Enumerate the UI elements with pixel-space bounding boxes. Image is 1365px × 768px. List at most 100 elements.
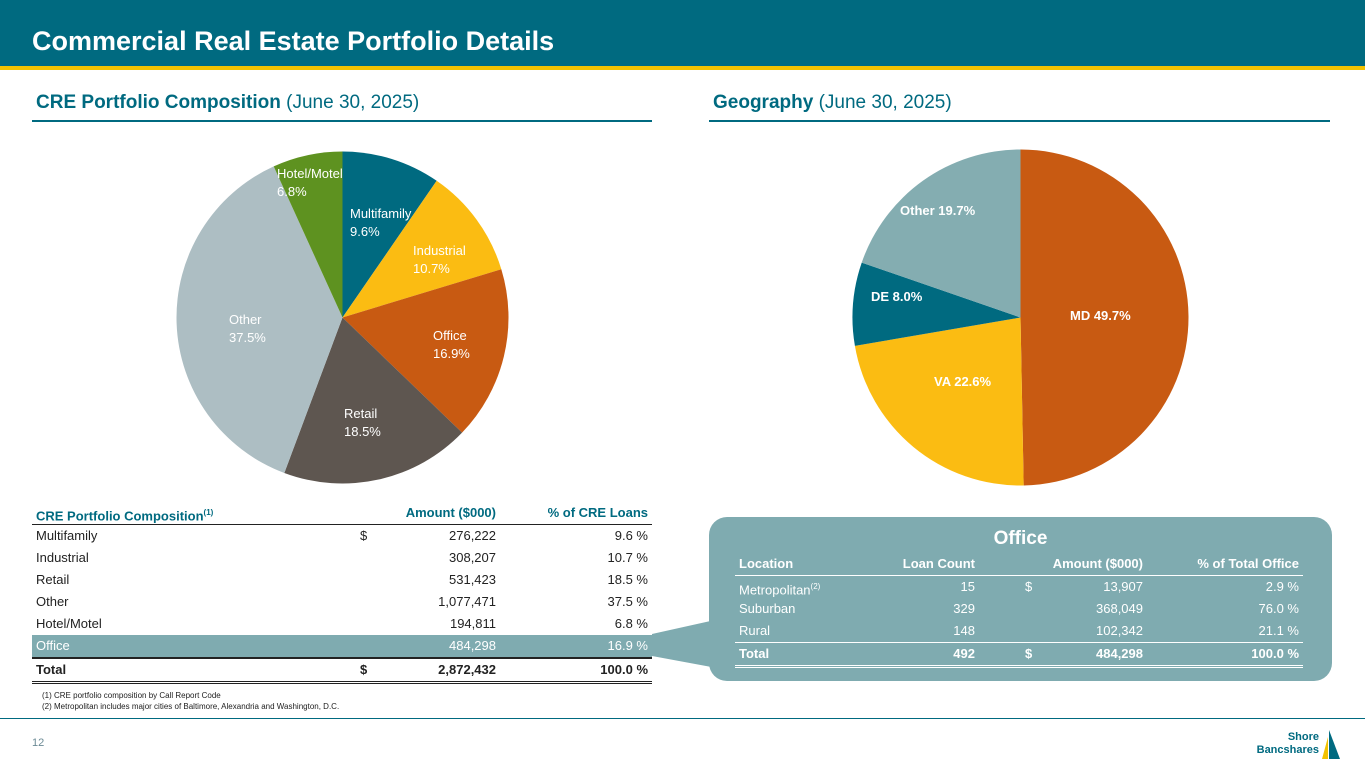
section-title-cre: CRE Portfolio Composition (June 30, 2025… [36,91,419,115]
office-total-currency: $ [1025,646,1033,661]
pie-value-hotel-motel: 6.8% [277,184,307,199]
geo-slice-de [852,262,1021,346]
office-row-name: Metropolitan(2) [739,576,820,601]
row-name: Hotel/Motel [36,616,102,631]
row-pct: 18.5 % [607,572,648,587]
logo-line-1: Shore [1287,731,1319,743]
office-table: Location Loan Count Amount ($000) % of T… [735,553,1303,668]
table-row-highlighted: Office 484,298 16.9 % [32,635,652,657]
footer-rule [0,718,1365,719]
office-header-location: Location [739,556,794,571]
cre-slice-office [342,269,509,433]
office-table-row: Metropolitan(2) 15 $ 13,907 2.9 % [735,576,1303,598]
header-pct: % of CRE Loans [547,505,648,520]
office-total-pct: 100.0 % [1251,646,1299,661]
office-row-count: 329 [953,601,975,616]
office-row-count: 148 [953,623,975,638]
office-header-pct: % of Total Office [1197,556,1299,571]
pie-label-industrial: Industrial [413,243,466,258]
footnote-1: (1) CRE portfolio composition by Call Re… [42,691,221,700]
logo-line-2: Bancshares [1256,744,1319,756]
sail-icon [1322,730,1340,759]
geography-pie-chart: MD 49.7% VA 22.6% DE 8.0% Other 19.7% [852,149,1189,486]
row-amount: 276,222 [449,528,496,543]
office-table-row: Rural 148 102,342 21.1 % [735,620,1303,642]
geo-slice-md [1020,149,1189,486]
cre-composition-table: CRE Portfolio Composition(1) Amount ($00… [32,502,652,684]
table-header-row: CRE Portfolio Composition(1) Amount ($00… [32,502,652,525]
table-total-row: Total $ 2,872,432 100.0 % [32,657,652,684]
header-stripe [0,66,1365,70]
table-row: Retail 531,423 18.5 % [32,569,652,591]
office-row-amount: 102,342 [1096,623,1143,638]
total-currency: $ [360,662,368,677]
office-row-currency: $ [1025,579,1033,594]
pie-value-other: 37.5% [229,330,266,345]
office-total-amount: 484,298 [1096,646,1143,661]
cre-slice-hotel-motel [273,151,343,318]
geo-slice-other [861,149,1021,318]
header-bar [0,0,1365,66]
office-header-row: Location Loan Count Amount ($000) % of T… [735,553,1303,576]
pie-value-industrial: 10.7% [413,261,450,276]
office-header-amount: Amount ($000) [1052,556,1143,571]
section-rule-right [709,120,1330,122]
pie-label-va: VA 22.6% [934,374,992,389]
office-row-amount: 368,049 [1096,601,1143,616]
row-pct: 6.8 % [614,616,648,631]
office-callout-box: Office Location Loan Count Amount ($000)… [709,517,1332,681]
office-row-name-text: Metropolitan [739,582,811,598]
row-name: Office [36,638,70,653]
office-row-pct: 21.1 % [1258,623,1299,638]
row-currency: $ [360,528,368,543]
header-category-label: CRE Portfolio Composition [36,508,204,524]
section-title-cre-date: (June 30, 2025) [280,92,420,113]
header-amount: Amount ($000) [405,505,496,520]
office-header-count: Loan Count [902,556,975,571]
pie-label-md: MD 49.7% [1070,308,1131,323]
office-total-name: Total [739,646,770,661]
row-name: Other [36,594,69,609]
section-title-geography-bold: Geography [713,92,814,113]
pie-value-multifamily: 9.6% [350,224,380,239]
office-row-amount: 13,907 [1103,579,1143,594]
office-row-pct: 76.0 % [1258,601,1299,616]
row-pct: 37.5 % [607,594,648,609]
section-title-cre-bold: CRE Portfolio Composition [36,92,281,113]
office-total-count: 492 [953,646,975,661]
row-name: Multifamily [36,528,98,543]
pie-value-retail: 18.5% [344,424,381,439]
geo-slice-va [854,317,1024,486]
section-title-geography: Geography (June 30, 2025) [713,91,952,115]
cre-composition-pie-chart: Multifamily 9.6% Industrial 10.7% Office… [176,151,509,484]
office-row-count: 15 [960,579,975,594]
pie-label-geo-other: Other 19.7% [900,203,976,218]
row-amount: 531,423 [449,572,496,587]
row-amount: 1,077,471 [438,594,496,609]
total-pct: 100.0 % [600,662,648,677]
pie-label-multifamily: Multifamily [350,206,412,221]
row-amount: 308,207 [449,550,496,565]
row-pct: 10.7 % [607,550,648,565]
table-row: Multifamily $ 276,222 9.6 % [32,525,652,547]
footnote-2: (2) Metropolitan includes major cities o… [42,702,340,711]
logo-text: Shore Bancshares [1255,731,1319,757]
row-amount: 484,298 [449,638,496,653]
office-row-name: Rural [739,623,771,638]
pie-value-office: 16.9% [433,346,470,361]
row-name: Retail [36,572,70,587]
pie-label-hotel-motel: Hotel/Motel [277,166,343,181]
page-number: 12 [32,737,45,749]
page-title: Commercial Real Estate Portfolio Details [32,26,555,56]
office-title: Office [993,528,1048,549]
row-pct: 9.6 % [614,528,648,543]
pie-label-office: Office [433,328,467,343]
total-name: Total [36,662,67,677]
table-row: Other 1,077,471 37.5 % [32,591,652,613]
pie-label-retail: Retail [344,406,377,421]
section-rule-left [32,120,652,122]
cre-slice-other [176,166,343,473]
cre-slice-industrial [342,180,502,318]
office-row-pct: 2.9 % [1265,579,1299,594]
table-row: Hotel/Motel 194,811 6.8 % [32,613,652,635]
